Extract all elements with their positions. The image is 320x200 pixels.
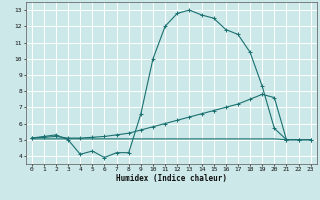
X-axis label: Humidex (Indice chaleur): Humidex (Indice chaleur) [116, 174, 227, 183]
